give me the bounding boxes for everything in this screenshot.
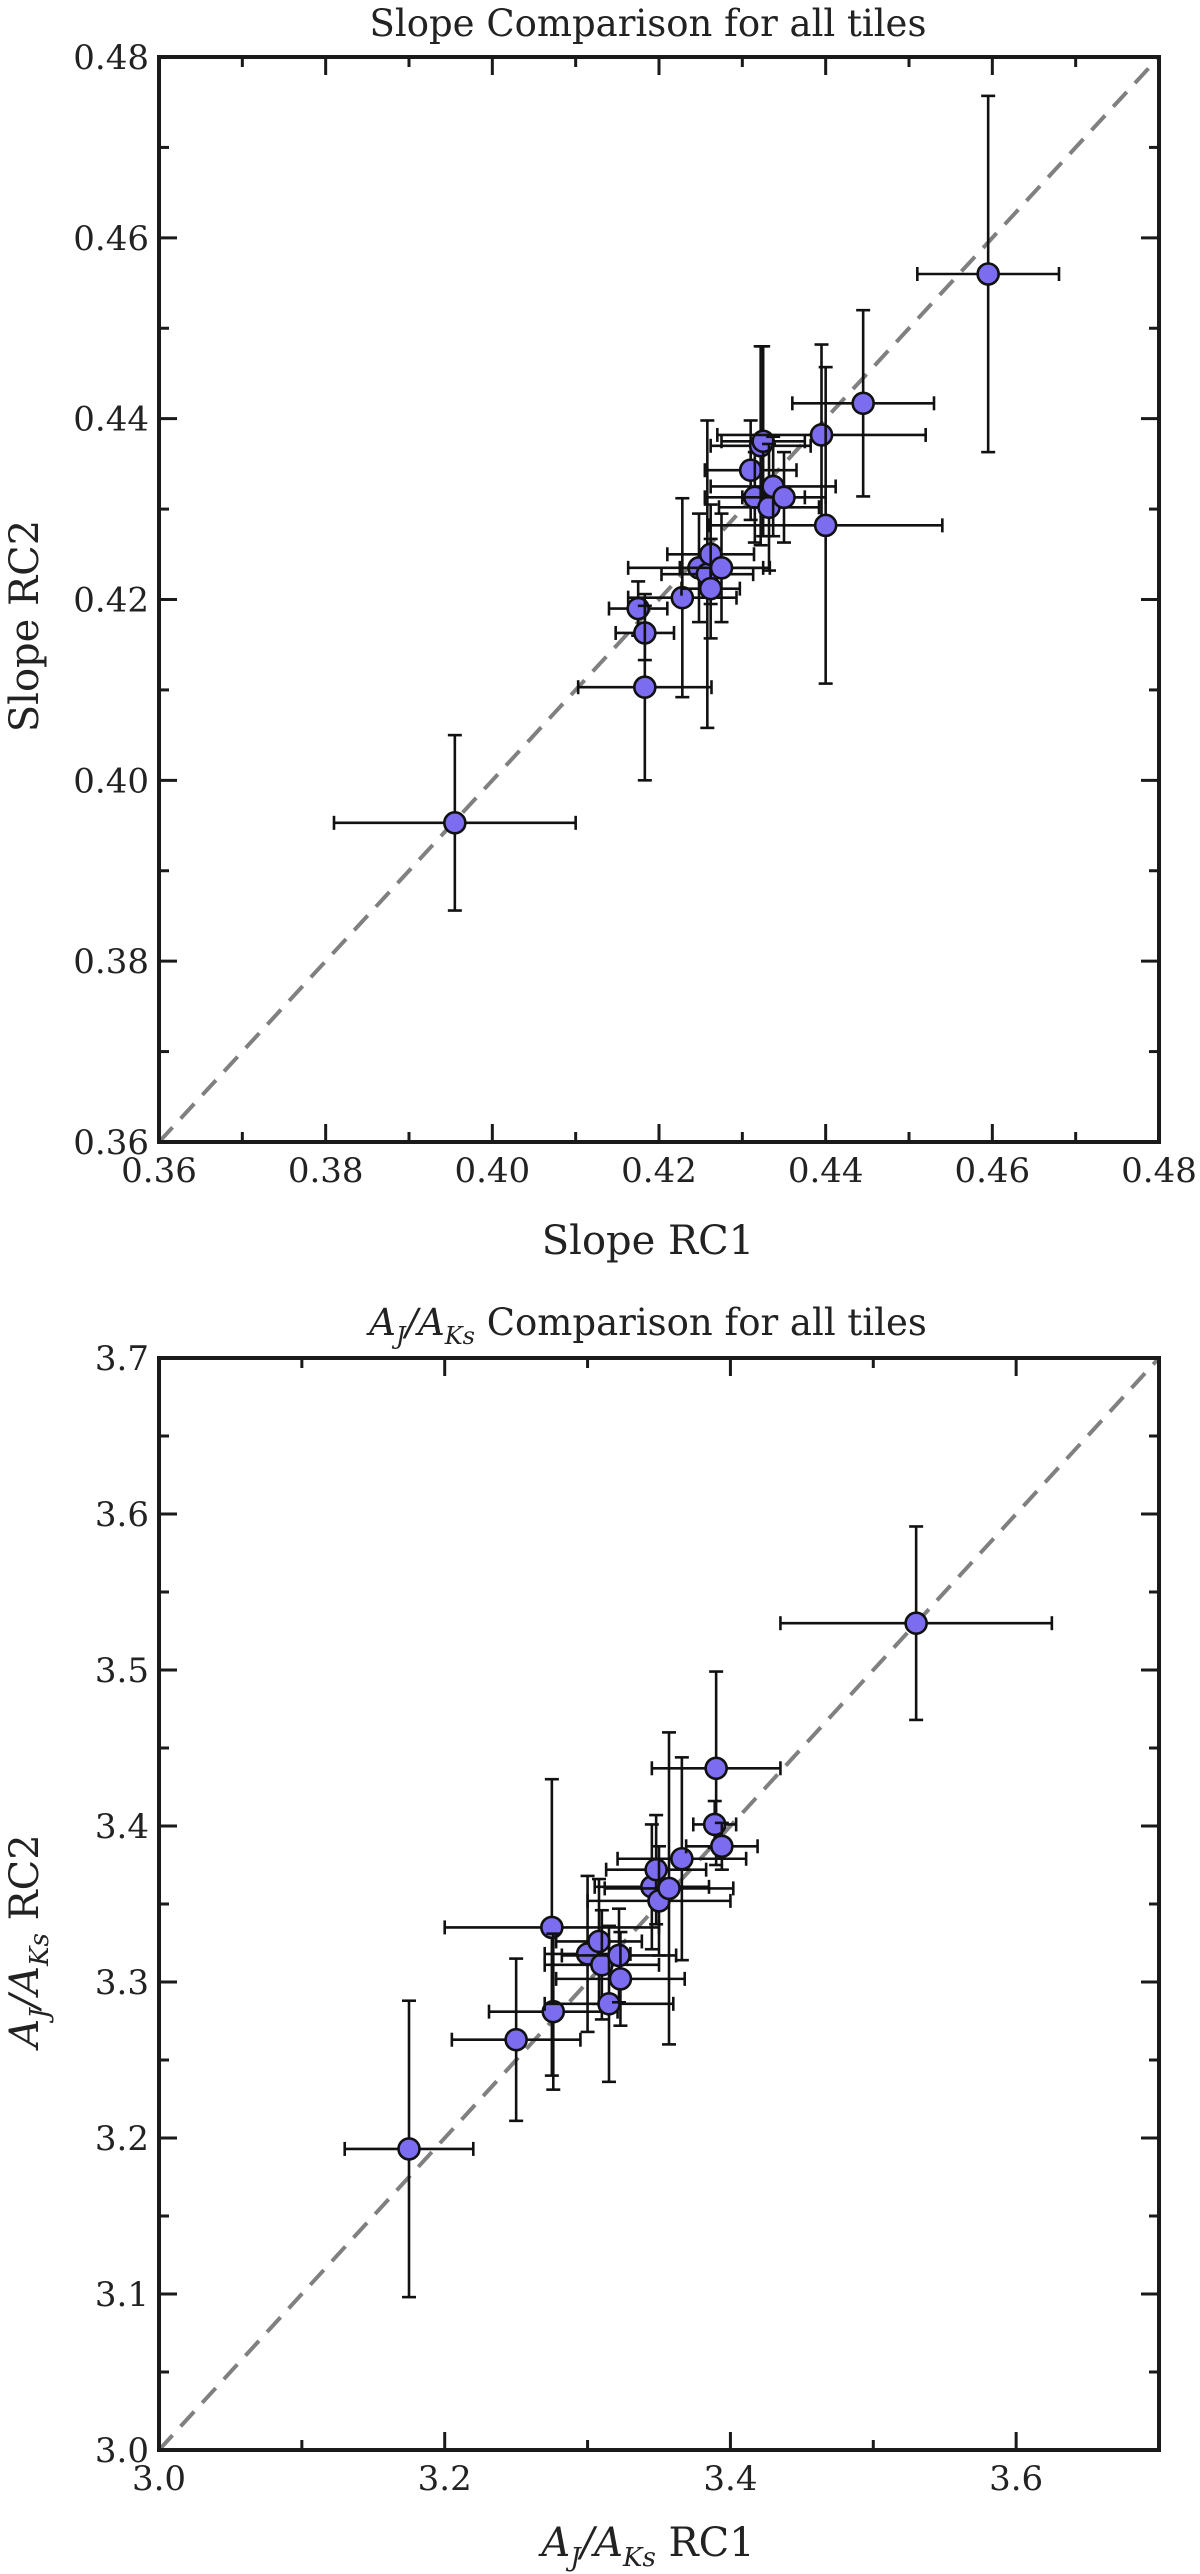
- data-point-group: [603, 1731, 735, 2046]
- data-point: [504, 2027, 528, 2052]
- data-point: [809, 423, 834, 447]
- data-point: [813, 513, 838, 538]
- y-tick-label: 3.5: [95, 1651, 149, 1691]
- y-tick-label: 3.0: [95, 2431, 149, 2471]
- x-tick-label: 3.6: [989, 2459, 1043, 2499]
- y-tick-label: 0.42: [73, 581, 149, 621]
- x-tick-label: 3.0: [132, 2459, 186, 2499]
- data-point: [976, 262, 1000, 286]
- y-tick-label: 3.6: [95, 1495, 149, 1535]
- x-axis-label: Slope RC1: [542, 1218, 754, 1264]
- data-point: [587, 1929, 611, 1954]
- data-point-group: [616, 1756, 748, 1962]
- data-point-group: [779, 1525, 1054, 1722]
- y-tick-label: 0.44: [73, 400, 149, 440]
- x-tick-label: 0.44: [788, 1151, 864, 1191]
- data-point: [704, 1756, 728, 1781]
- data-point: [644, 1857, 668, 1882]
- data-point-group: [691, 1799, 738, 1850]
- slope-comparison-chart: Slope Comparison for all tiles Slope RC1…: [2, 2, 1197, 1264]
- data-point-group: [707, 365, 944, 685]
- data-point: [541, 1999, 566, 2024]
- chart-title: Slope Comparison for all tiles: [370, 2, 927, 45]
- data-point-group: [443, 1777, 661, 2077]
- data-point: [738, 458, 763, 483]
- x-tick-label: 0.36: [121, 1151, 197, 1191]
- y-tick-label: 3.4: [95, 1807, 149, 1847]
- aj-aks-comparison-chart: AJ/AKs Comparison for all tiles AJ/AKs R…: [2, 1301, 1161, 2573]
- data-point-group: [576, 592, 713, 782]
- data-point: [698, 576, 723, 601]
- data-point-group: [487, 1932, 619, 2091]
- x-tick-label: 0.46: [954, 1151, 1030, 1191]
- y-tick-label: 0.38: [73, 942, 149, 982]
- x-axis-label: AJ/AKs RC1: [537, 2520, 754, 2573]
- data-point-group: [554, 1930, 687, 2027]
- y-tick-label: 0.36: [73, 1123, 149, 1163]
- data-point-group: [916, 94, 1061, 454]
- y-axis-label: Slope RC2: [2, 520, 48, 732]
- data-point-group: [717, 442, 821, 572]
- y-tick-label: 3.2: [95, 2119, 149, 2159]
- identity-line: [157, 55, 1161, 1144]
- chart-title: AJ/AKs Comparison for all tiles: [366, 1301, 927, 1350]
- x-tick-label: 0.40: [454, 1151, 530, 1191]
- data-point-group: [741, 450, 827, 544]
- x-tick-label: 3.4: [703, 2459, 757, 2499]
- x-tick-label: 0.42: [621, 1151, 697, 1191]
- x-tick-label: 3.2: [418, 2459, 472, 2499]
- data-point: [670, 1846, 694, 1871]
- data-point-group: [660, 419, 755, 730]
- data-point-group: [684, 1821, 759, 1871]
- data-point-group: [343, 1999, 475, 2299]
- data-point-group: [332, 733, 577, 912]
- data-point: [702, 1812, 727, 1837]
- data-point-group: [554, 1877, 644, 2006]
- data-point: [657, 1876, 681, 1901]
- data-point: [608, 1967, 633, 1991]
- data-point-group: [450, 1957, 582, 2123]
- data-point-group: [543, 1924, 675, 2084]
- y-tick-label: 3.3: [95, 1963, 149, 2003]
- data-point-group: [791, 308, 936, 498]
- y-tick-label: 3.1: [95, 2275, 149, 2315]
- y-tick-label: 0.48: [73, 38, 149, 78]
- data-point: [772, 485, 796, 510]
- data-point: [709, 556, 734, 580]
- data-point: [443, 811, 467, 835]
- x-tick-label: 0.48: [1121, 1151, 1197, 1191]
- data-point: [633, 675, 657, 700]
- y-axis-label: AJ/AKs RC2: [2, 1834, 55, 2051]
- data-point: [607, 1943, 631, 1968]
- data-point: [397, 2137, 421, 2161]
- data-point: [710, 1834, 734, 1859]
- data-point-group: [678, 512, 765, 624]
- plot-frame: [157, 55, 1161, 1144]
- data-point: [904, 1611, 928, 1635]
- y-tick-label: 0.40: [73, 761, 149, 801]
- y-tick-label: 3.7: [95, 1339, 149, 1379]
- x-tick-label: 0.38: [288, 1151, 364, 1191]
- data-point: [851, 391, 875, 416]
- y-tick-label: 0.46: [73, 219, 149, 259]
- plot-frame: [157, 1356, 1161, 2452]
- data-point: [597, 1992, 621, 2016]
- data-point-group: [593, 1823, 711, 1951]
